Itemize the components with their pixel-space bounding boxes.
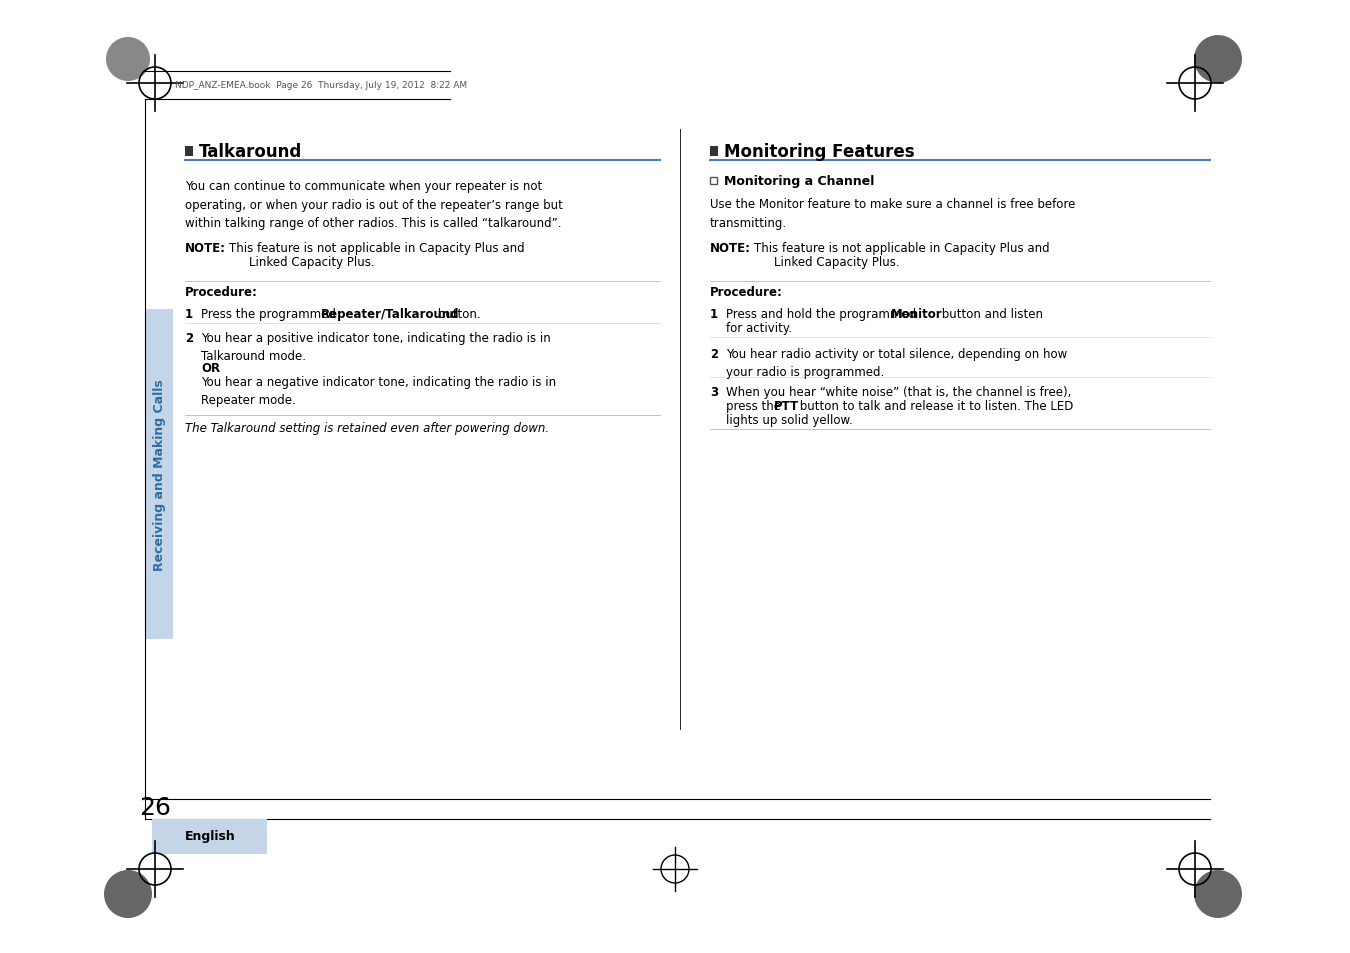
Text: button.: button. (433, 308, 481, 320)
Text: You hear a negative indicator tone, indicating the radio is in
Repeater mode.: You hear a negative indicator tone, indi… (201, 375, 556, 407)
Text: 2: 2 (710, 348, 718, 360)
Text: Talkaround: Talkaround (198, 143, 302, 161)
Text: Monitoring a Channel: Monitoring a Channel (724, 175, 875, 189)
Text: Linked Capacity Plus.: Linked Capacity Plus. (774, 255, 899, 269)
Text: Press the programmed: Press the programmed (201, 308, 340, 320)
Text: lights up solid yellow.: lights up solid yellow. (726, 414, 853, 427)
Bar (710, 178, 717, 185)
Bar (153, 820, 267, 854)
Text: NDP_ANZ-EMEA.book  Page 26  Thursday, July 19, 2012  8:22 AM: NDP_ANZ-EMEA.book Page 26 Thursday, July… (176, 81, 467, 91)
Text: Receiving and Making Calls: Receiving and Making Calls (153, 378, 166, 570)
Text: Repeater/Talkaround: Repeater/Talkaround (321, 308, 459, 320)
Text: button and listen: button and listen (938, 308, 1044, 320)
Circle shape (104, 870, 153, 918)
Text: NOTE:: NOTE: (185, 242, 225, 254)
Bar (710, 147, 718, 157)
Text: button to talk and release it to listen. The LED: button to talk and release it to listen.… (796, 399, 1073, 413)
Text: The Talkaround setting is retained even after powering down.: The Talkaround setting is retained even … (185, 421, 549, 435)
Text: Monitor: Monitor (891, 308, 942, 320)
Text: Procedure:: Procedure: (710, 286, 783, 298)
Text: press the: press the (726, 399, 784, 413)
Circle shape (107, 38, 150, 82)
Text: This feature is not applicable in Capacity Plus and: This feature is not applicable in Capaci… (230, 242, 525, 254)
Text: 1: 1 (185, 308, 193, 320)
Text: Use the Monitor feature to make sure a channel is free before
transmitting.: Use the Monitor feature to make sure a c… (710, 198, 1076, 230)
Text: 2: 2 (185, 332, 193, 345)
Circle shape (1193, 36, 1242, 84)
Text: NOTE:: NOTE: (710, 242, 751, 254)
Text: Procedure:: Procedure: (185, 286, 258, 298)
Text: 26: 26 (139, 795, 171, 820)
Text: This feature is not applicable in Capacity Plus and: This feature is not applicable in Capaci… (755, 242, 1050, 254)
Text: You hear radio activity or total silence, depending on how
your radio is program: You hear radio activity or total silence… (726, 348, 1068, 379)
Text: PTT: PTT (774, 399, 799, 413)
Text: When you hear “white noise” (that is, the channel is free),: When you hear “white noise” (that is, th… (726, 386, 1072, 398)
Bar (144, 310, 173, 639)
Text: Press and hold the programmed: Press and hold the programmed (726, 308, 919, 320)
Text: OR: OR (201, 361, 220, 375)
Circle shape (1193, 870, 1242, 918)
Text: You hear a positive indicator tone, indicating the radio is in
Talkaround mode.: You hear a positive indicator tone, indi… (201, 332, 551, 363)
Text: Monitoring Features: Monitoring Features (724, 143, 915, 161)
Text: Linked Capacity Plus.: Linked Capacity Plus. (248, 255, 374, 269)
Bar (185, 147, 193, 157)
Text: 1: 1 (710, 308, 718, 320)
Text: English: English (185, 830, 235, 842)
Text: You can continue to communicate when your repeater is not
operating, or when you: You can continue to communicate when you… (185, 180, 563, 230)
Text: 3: 3 (710, 386, 718, 398)
Text: for activity.: for activity. (726, 322, 792, 335)
